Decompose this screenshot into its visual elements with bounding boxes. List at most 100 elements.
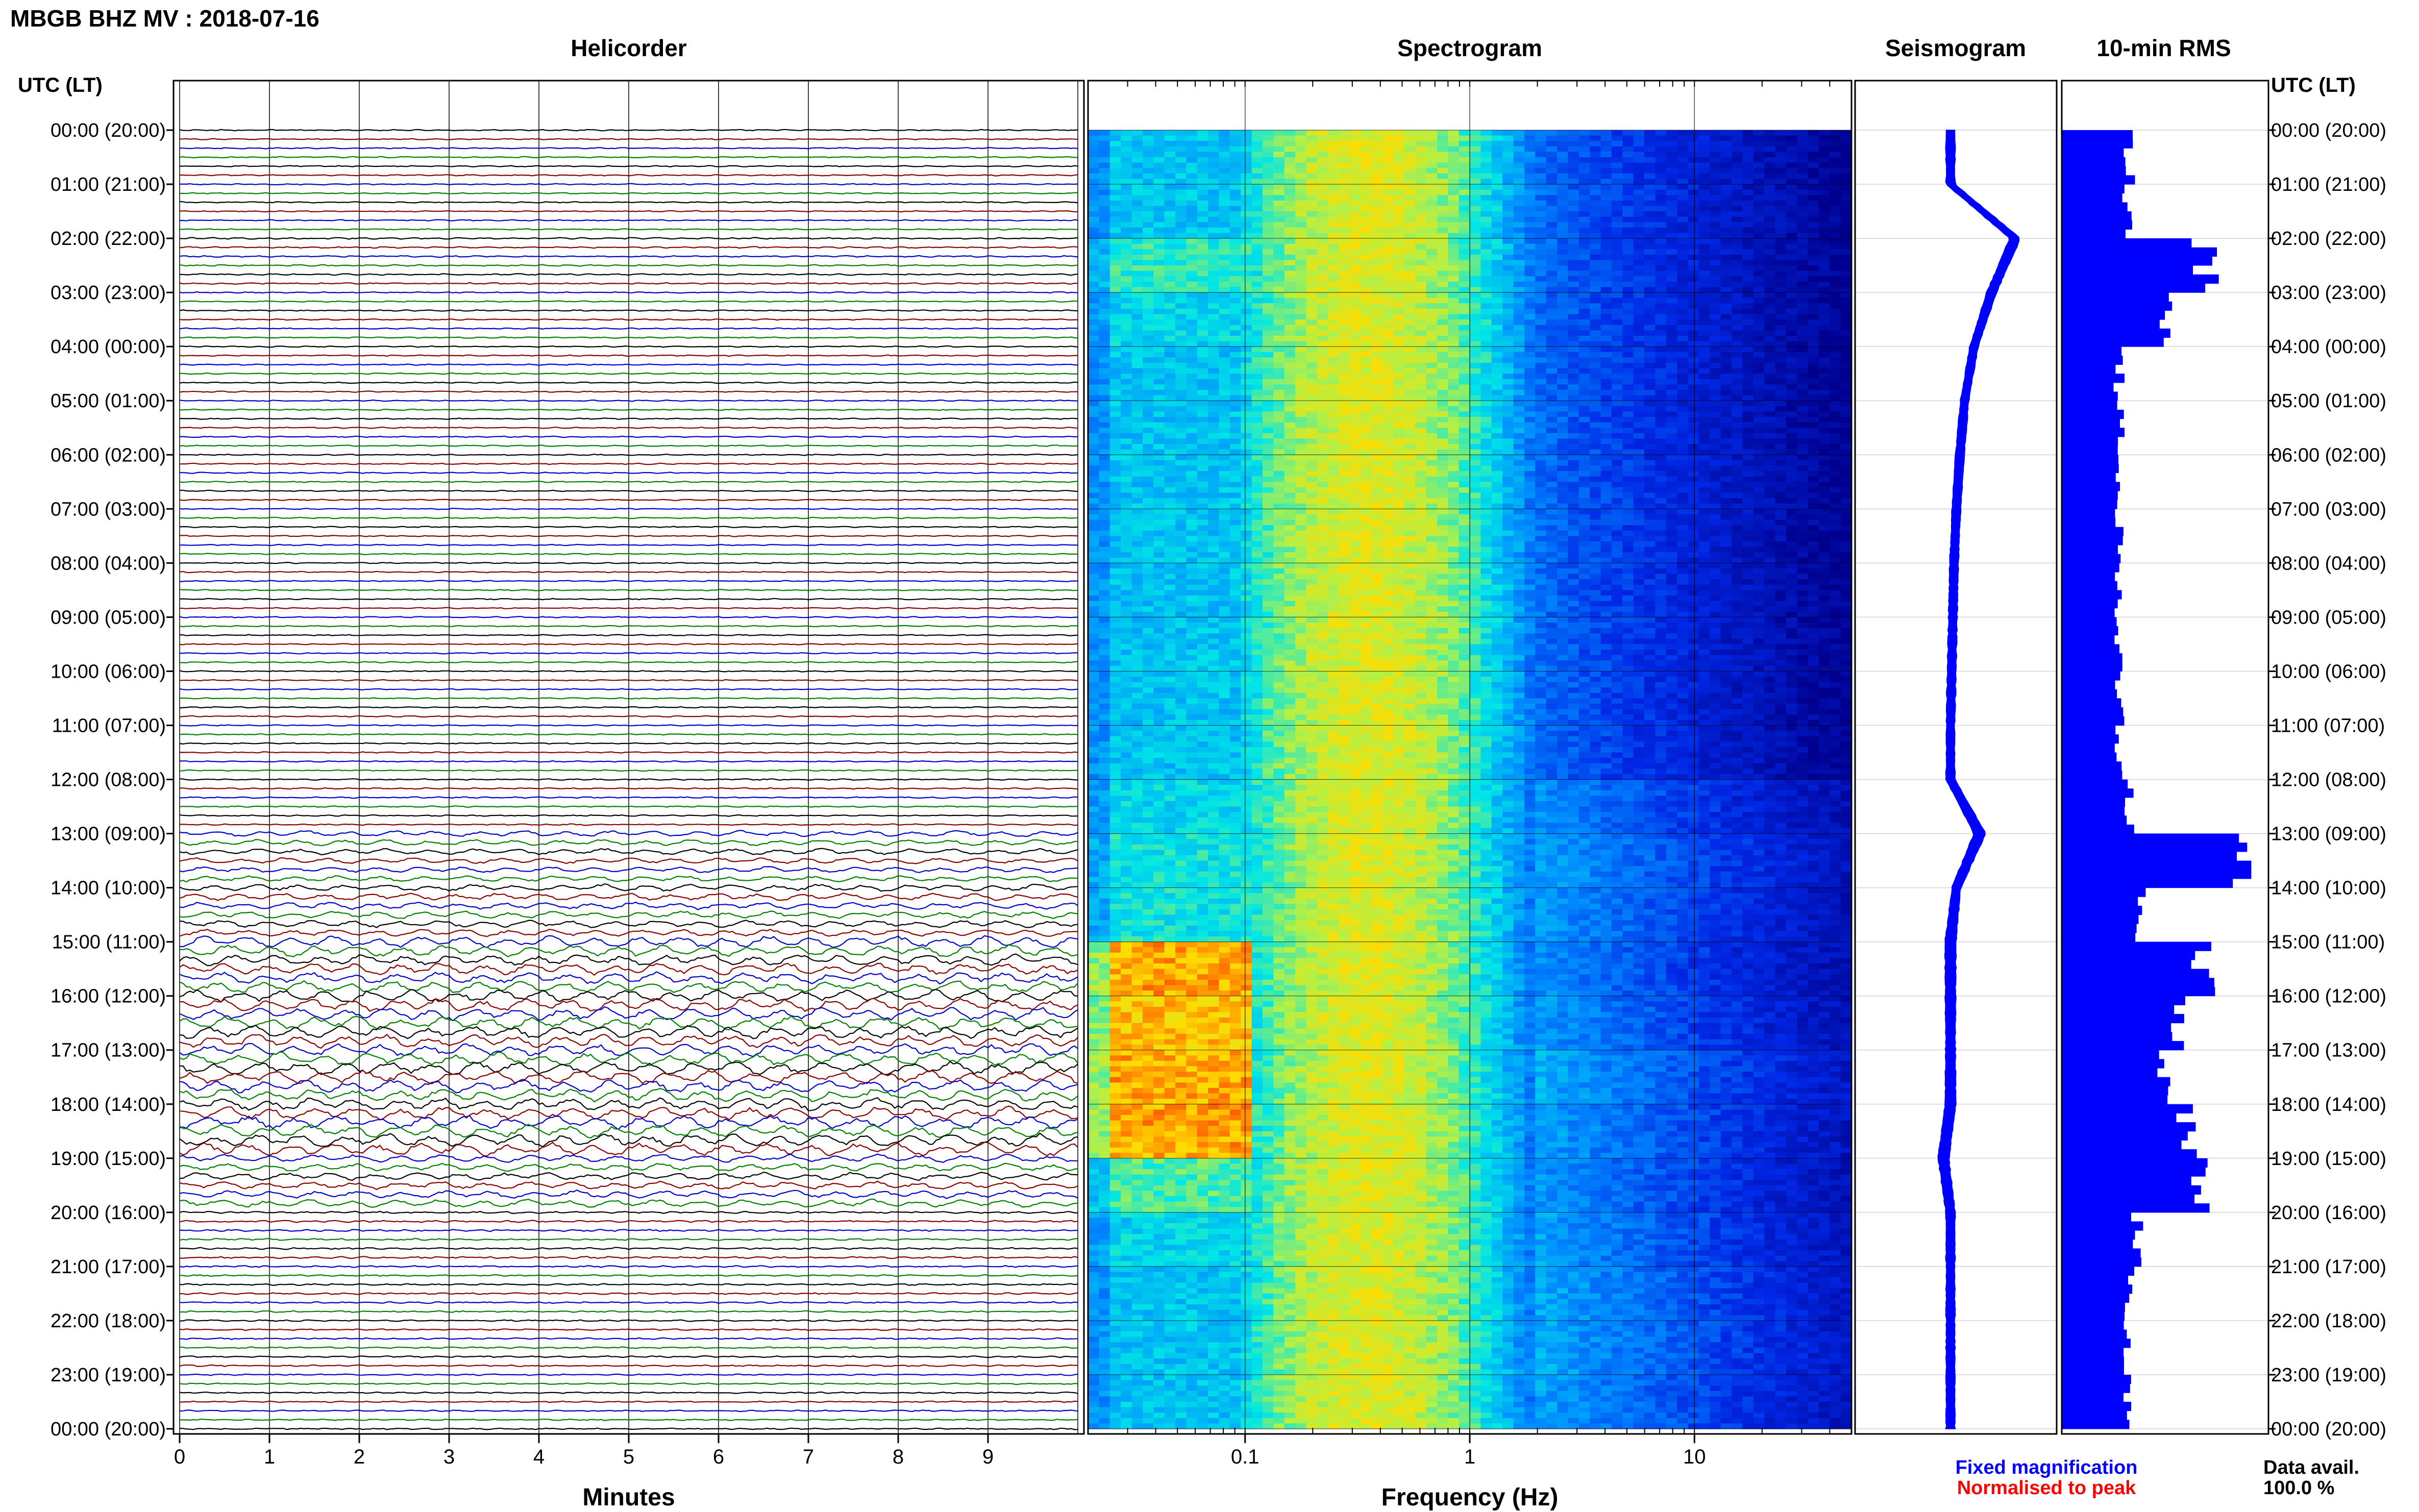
spectrogram-cell [1262, 168, 1274, 174]
spectrogram-cell [1317, 141, 1328, 147]
spectrogram-cell [1502, 179, 1514, 185]
spectrogram-cell [1622, 195, 1634, 201]
spectrogram-cell [1568, 428, 1579, 434]
spectrogram-cell [1578, 460, 1590, 466]
spectrogram-cell [1383, 379, 1394, 385]
spectrogram-cell [1339, 357, 1350, 363]
spectrogram-cell [1557, 411, 1568, 417]
spectrogram-cell [1459, 374, 1470, 380]
spectrogram-cell [1611, 308, 1623, 315]
spectrogram-cell [1840, 438, 1852, 444]
spectrogram-cell [1546, 330, 1558, 336]
spectrogram-cell [1513, 152, 1525, 158]
spectrogram-cell [1437, 298, 1448, 304]
spectrogram-cell [1229, 287, 1241, 293]
spectrogram-cell [1666, 314, 1677, 320]
spectrogram-cell [1131, 449, 1143, 455]
spectrogram-cell [1840, 476, 1852, 482]
spectrogram-cell [1698, 233, 1710, 239]
spectrogram-cell [1491, 363, 1503, 369]
spectrogram-cell [1339, 482, 1350, 488]
spectrogram-cell [1219, 157, 1230, 163]
spectrogram-cell [1448, 146, 1460, 152]
spectrogram-cell [1121, 482, 1132, 488]
spectrogram-cell [1677, 444, 1689, 450]
spectrogram-cell [1317, 487, 1328, 493]
helicorder-trace [180, 1373, 1078, 1376]
spectrogram-cell [1142, 298, 1154, 304]
spectrogram-cell [1524, 184, 1536, 190]
spectrogram-cell [1578, 455, 1590, 461]
spectrogram-cell [1644, 157, 1656, 163]
spectrogram-cell [1655, 368, 1667, 374]
spectrogram-cell [1546, 346, 1558, 353]
spectrogram-cell [1121, 227, 1132, 234]
spectrogram-cell [1153, 428, 1165, 434]
spectrogram-cell [1600, 352, 1612, 358]
spectrogram-cell [1470, 476, 1481, 482]
spectrogram-cell [1600, 492, 1612, 499]
spectrogram-cell [1197, 319, 1208, 326]
spectrogram-cell [1229, 363, 1241, 369]
spectrogram-cell [1764, 135, 1775, 141]
spectrogram-cell [1437, 346, 1448, 353]
spectrogram-cell [1731, 314, 1743, 320]
spectrogram-cell [1317, 465, 1328, 472]
spectrogram-cell [1229, 303, 1241, 309]
spectrogram-cell [1273, 130, 1285, 136]
spectrogram-cell [1208, 200, 1220, 207]
spectrogram-cell [1371, 141, 1383, 147]
spectrogram-cell [1797, 216, 1809, 222]
spectrogram-cell [1404, 152, 1416, 158]
spectrogram-cell [1818, 206, 1830, 212]
spectrogram-cell [1742, 222, 1754, 228]
spectrogram-cell [1371, 146, 1383, 152]
spectrogram-cell [1568, 314, 1579, 320]
spectrogram-cell [1099, 189, 1110, 195]
spectrogram-cell [1513, 384, 1525, 390]
spectrogram-cell [1437, 422, 1448, 428]
spectrogram-cell [1655, 222, 1667, 228]
spectrogram-cell [1611, 227, 1623, 234]
spectrogram-cell [1808, 298, 1819, 304]
spectrogram-cell [1840, 319, 1852, 326]
spectrogram-cell [1502, 406, 1514, 412]
spectrogram-cell [1404, 179, 1416, 185]
spectrogram-cell [1371, 298, 1383, 304]
spectrogram-cell [1578, 189, 1590, 195]
spectrogram-cell [1426, 173, 1438, 179]
helicorder-trace [179, 706, 1078, 709]
spectrogram-cell [1818, 254, 1830, 261]
spectrogram-cell [1764, 336, 1775, 342]
spectrogram-cell [1088, 492, 1099, 499]
spectrogram-cell [1611, 265, 1623, 271]
spectrogram-cell [1317, 406, 1328, 412]
spectrogram-cell [1546, 368, 1558, 374]
spectrogram-cell [1361, 449, 1372, 455]
spectrogram-cell [1142, 352, 1154, 358]
spectrogram-cell [1088, 422, 1099, 428]
spectrogram-cell [1273, 157, 1285, 163]
spectrogram-cell [1121, 135, 1132, 141]
spectrogram-cell [1262, 216, 1274, 222]
spectrogram-cell [1153, 281, 1165, 288]
spectrogram-cell [1459, 492, 1470, 499]
helicorder-trace [179, 751, 1078, 754]
spectrogram-cell [1197, 465, 1208, 472]
spectrogram-cell [1786, 195, 1797, 201]
spectrogram-cell [1393, 168, 1405, 174]
spectrogram-cell [1251, 184, 1263, 190]
spectrogram-cell [1710, 314, 1721, 320]
spectrogram-cell [1404, 233, 1416, 239]
spectrogram-cell [1131, 492, 1143, 499]
spectrogram-cell [1590, 482, 1601, 488]
spectrogram-cell [1775, 325, 1787, 331]
spectrogram-cell [1535, 184, 1547, 190]
spectrogram-cell [1393, 260, 1405, 266]
spectrogram-cell [1546, 135, 1558, 141]
spectrogram-cell [1600, 482, 1612, 488]
spectrogram-cell [1720, 233, 1732, 239]
spectrogram-cell [1153, 374, 1165, 380]
spectrogram-cell [1710, 379, 1721, 385]
spectrogram-cell [1710, 216, 1721, 222]
